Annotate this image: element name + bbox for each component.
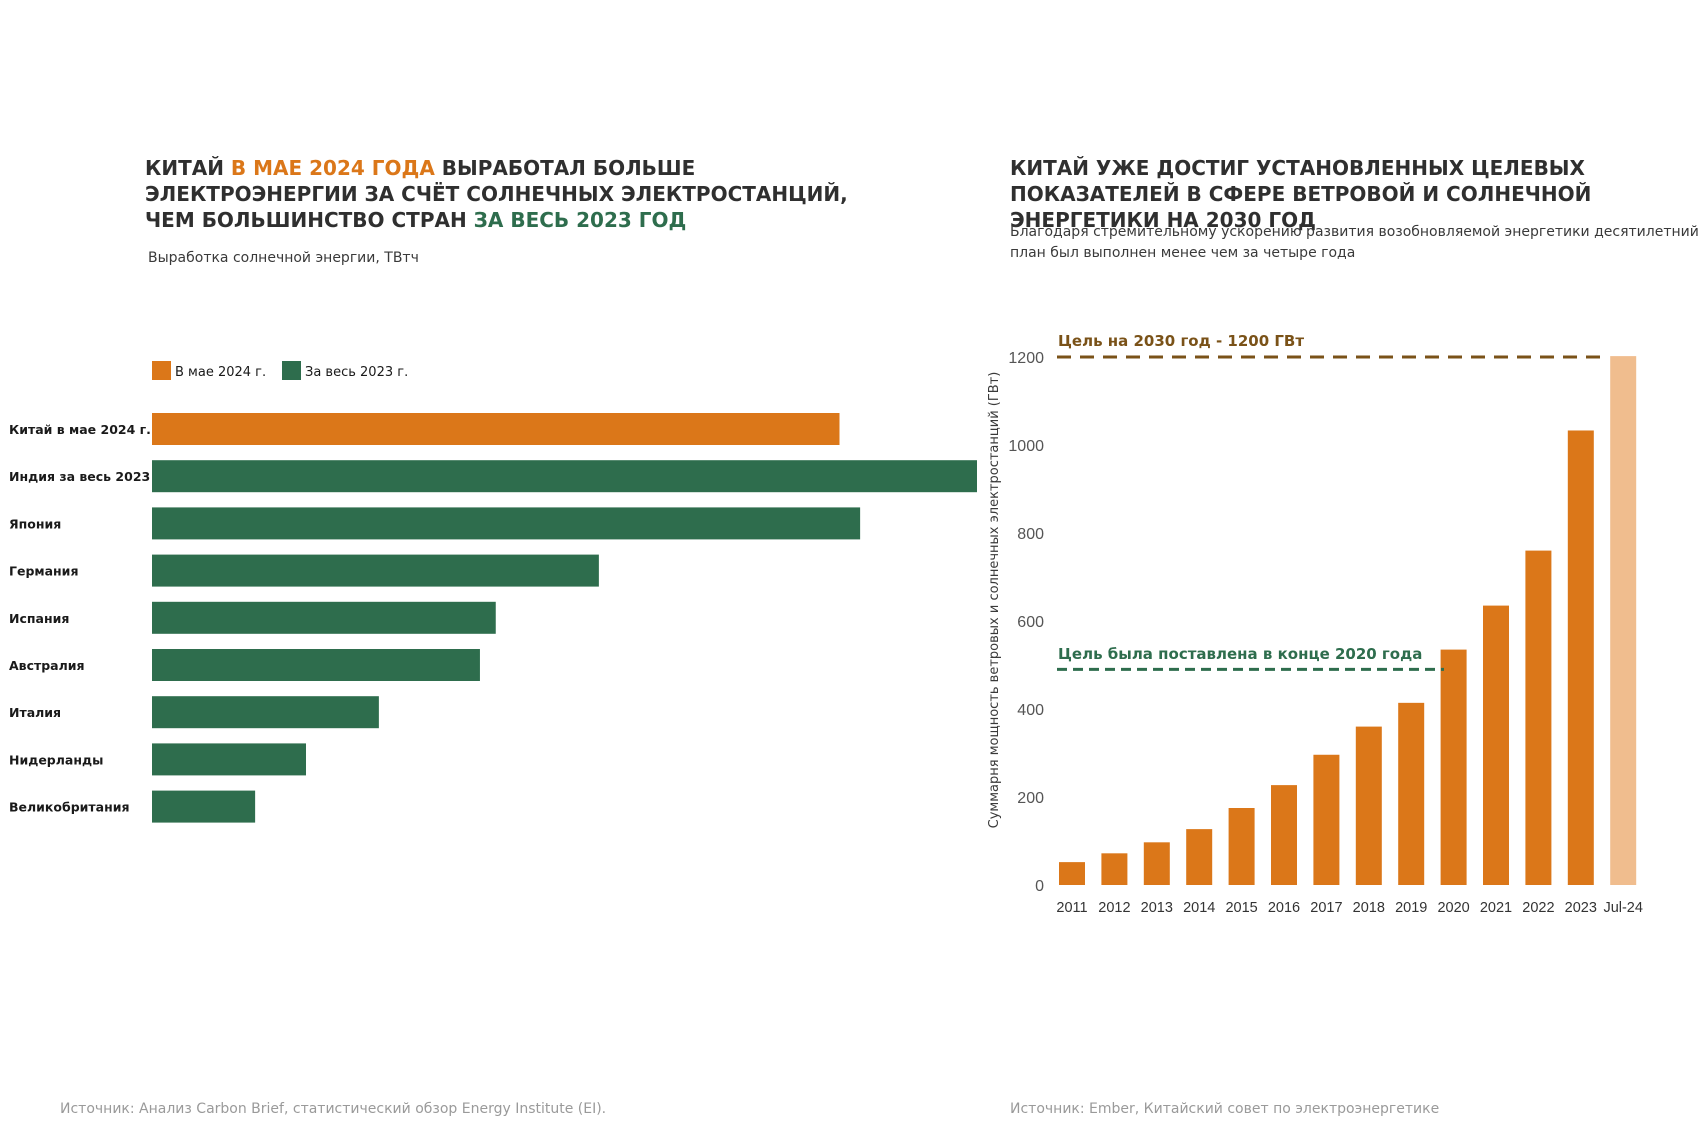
x-tick-label: 2012 (1098, 900, 1130, 916)
right-bar-2012 (1101, 853, 1128, 885)
y-tick-label: 400 (1017, 702, 1044, 719)
y-tick-label: 1200 (1008, 350, 1044, 367)
left-category-label: Индия за весь 2023 г. (9, 469, 166, 484)
right-bar-2020 (1440, 649, 1467, 885)
right-bar-2015 (1228, 808, 1255, 885)
x-tick-label: 2016 (1268, 900, 1300, 916)
legend-swatch-may2024 (152, 361, 171, 380)
right-bar-2016 (1271, 785, 1297, 885)
left-bar-year2023 (152, 649, 480, 681)
left-bar-year2023 (152, 601, 496, 634)
left-bar-may2024 (152, 413, 840, 445)
left-bar-year2023 (152, 460, 977, 493)
y-tick-label: 800 (1017, 526, 1044, 543)
left-category-label: Нидерланды (9, 752, 103, 767)
y-tick-label: 0 (1035, 878, 1044, 895)
legend-label-year2023: За весь 2023 г. (305, 365, 408, 380)
left-category-label: Испания (9, 611, 69, 626)
y-tick-label: 200 (1017, 790, 1044, 807)
left-bar-year2023 (152, 554, 599, 587)
y-tick-label: 600 (1017, 614, 1044, 631)
left-bar-year2023 (152, 743, 306, 776)
left-category-label: Япония (9, 516, 61, 531)
right-bar-Jul-24 (1610, 356, 1637, 885)
x-tick-label: Jul-24 (1603, 900, 1643, 916)
x-tick-label: 2011 (1056, 900, 1087, 916)
right-bar-2013 (1143, 842, 1170, 885)
legend-swatch-year2023 (282, 361, 301, 380)
left-bar-year2023 (152, 507, 861, 540)
right-chart-subtitle: Благодаря стремительному ускорению разви… (1010, 224, 1699, 261)
left-title-highlight-may: В МАЕ 2024 ГОДА (230, 156, 435, 180)
right-chart-source: Источник: Ember, Китайский совет по элек… (1010, 1101, 1440, 1117)
x-tick-label: 2013 (1141, 900, 1173, 916)
y-tick-label: 1000 (1008, 438, 1044, 455)
left-category-label: Германия (9, 564, 78, 579)
left-title-part-3: ВЫРАБОТАЛ БОЛЬШЕ ЭЛЕКТРОЭНЕРГИИ ЗА СЧЁТ … (145, 156, 848, 232)
x-tick-label: 2023 (1565, 900, 1597, 916)
left-title-highlight-year: ЗА ВЕСЬ 2023 ГОД (473, 208, 687, 232)
x-tick-label: 2021 (1480, 900, 1512, 916)
left-bar-year2023 (152, 790, 256, 823)
left-chart-subtitle: Выработка солнечной энергии, ТВтч (148, 250, 419, 266)
left-category-label: Китай в мае 2024 г. (9, 422, 151, 437)
left-title-part-1: КИТАЙ (145, 156, 231, 180)
x-tick-label: 2019 (1395, 900, 1427, 916)
right-bar-2018 (1355, 726, 1382, 885)
x-tick-label: 2022 (1522, 900, 1554, 916)
x-tick-label: 2014 (1183, 900, 1215, 916)
left-category-label: Италия (9, 705, 61, 720)
left-chart-title: КИТАЙ В МАЕ 2024 ГОДА ВЫРАБОТАЛ БОЛЬШЕ Э… (145, 155, 865, 233)
left-category-label: Австралия (9, 658, 85, 673)
right-bar-2019 (1398, 702, 1425, 885)
right-chart-title: КИТАЙ УЖЕ ДОСТИГ УСТАНОВЛЕННЫХ ЦЕЛЕВЫХ П… (1010, 156, 1592, 232)
x-tick-label: 2020 (1437, 900, 1469, 916)
right-bar-2014 (1186, 829, 1213, 885)
right-bar-2022 (1525, 550, 1552, 885)
left-bar-year2023 (152, 696, 379, 729)
right-bar-2021 (1483, 605, 1509, 885)
right-bar-2017 (1313, 754, 1340, 885)
x-tick-label: 2017 (1310, 900, 1342, 916)
legend-label-may2024: В мае 2024 г. (175, 365, 266, 380)
x-tick-label: 2018 (1353, 900, 1385, 916)
target-2030-label: Цель на 2030 год - 1200 ГВт (1058, 332, 1304, 350)
left-category-label: Великобритания (9, 800, 130, 815)
left-chart-source: Источник: Анализ Carbon Brief, статистич… (60, 1101, 607, 1117)
x-tick-label: 2015 (1225, 900, 1257, 916)
target-2020-label: Цель была поставлена в конце 2020 года (1058, 645, 1422, 663)
y-axis-label: Суммарня мощность ветровых и солнечных э… (987, 372, 1002, 829)
right-bar-2011 (1059, 862, 1085, 885)
right-bar-2023 (1567, 430, 1594, 885)
